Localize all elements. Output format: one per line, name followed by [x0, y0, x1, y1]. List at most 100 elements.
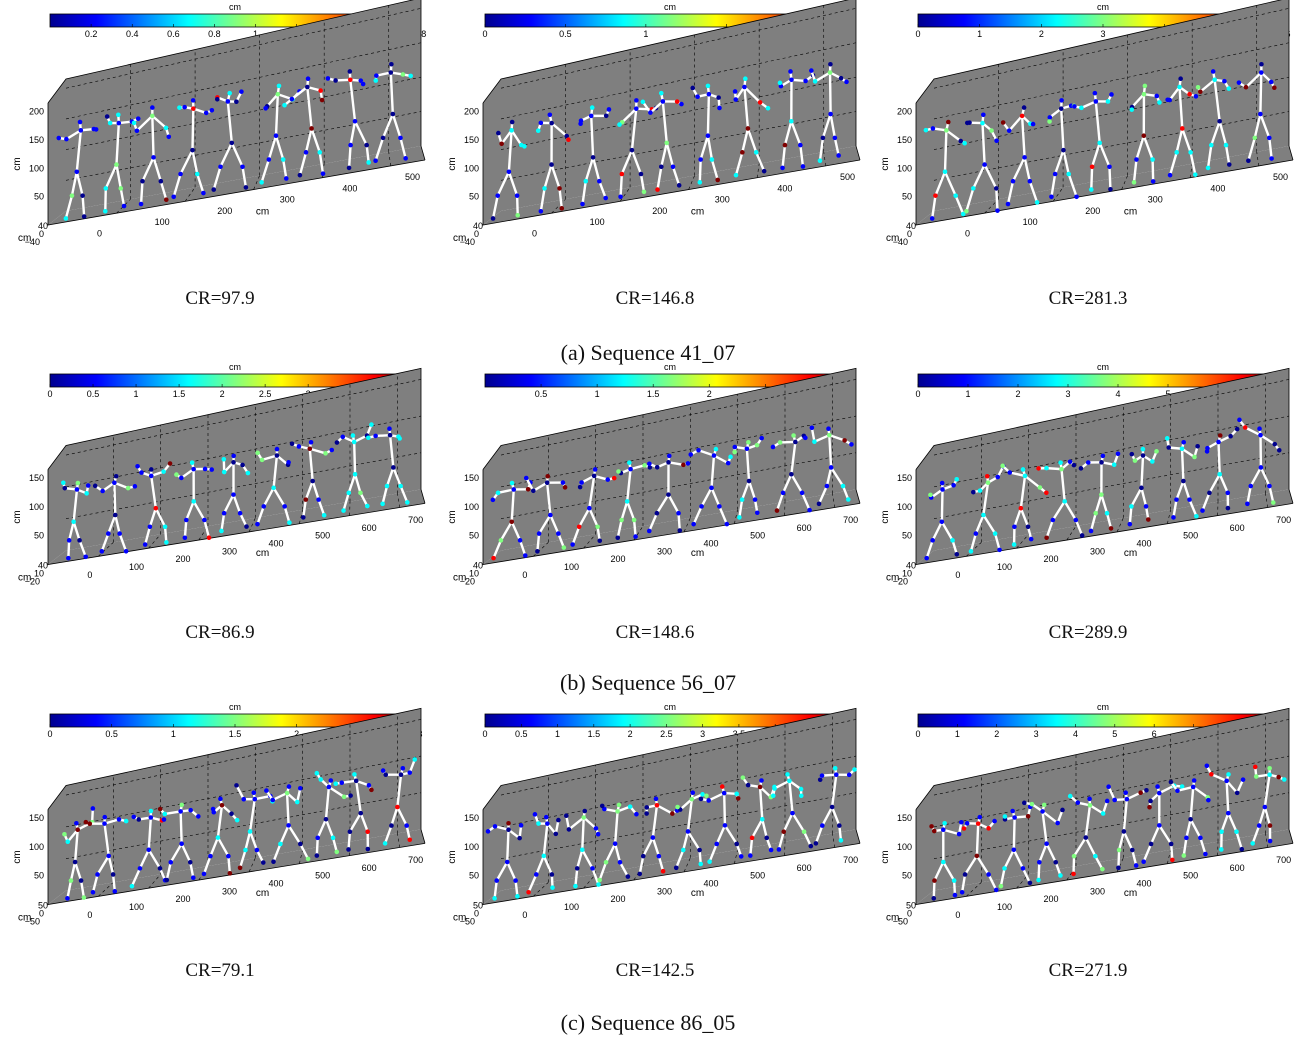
joint-marker: [56, 135, 62, 141]
bone: [1131, 848, 1138, 867]
bone: [1012, 848, 1025, 870]
joint-marker: [74, 169, 80, 175]
joint-marker: [218, 164, 223, 170]
joint-marker: [772, 786, 777, 791]
bone: [1072, 854, 1076, 876]
grid-line: [397, 833, 401, 848]
x-tick-label: 600: [797, 523, 812, 533]
floor: [916, 489, 1293, 565]
colorbar-unit-label: cm: [664, 2, 676, 12]
bone: [972, 163, 986, 190]
joint-marker: [1108, 186, 1113, 192]
floor: [48, 829, 425, 905]
joint-marker: [757, 784, 763, 790]
x-axis-label: cm: [1124, 207, 1137, 218]
joint-marker: [812, 439, 817, 445]
joint-marker: [929, 216, 935, 221]
joint-marker: [1223, 142, 1229, 148]
skeleton-plot: cm00.511.522.533.5450100150cm01002003004…: [12, 362, 426, 587]
joint-marker: [1150, 179, 1156, 184]
joint-marker: [1088, 187, 1094, 192]
joint-marker: [989, 128, 994, 133]
bone: [230, 141, 244, 168]
z-axis-label: cm: [447, 850, 458, 863]
joint-marker: [1281, 777, 1287, 782]
joint-marker: [517, 538, 523, 543]
joint-marker: [1132, 458, 1138, 463]
joint-marker: [754, 442, 760, 448]
joint-marker: [685, 461, 691, 466]
bone: [1176, 785, 1195, 792]
joint-marker: [647, 465, 653, 470]
joint-marker: [780, 165, 785, 171]
joint-marker: [836, 153, 841, 158]
joint-marker: [1058, 873, 1063, 878]
skeleton-figure: [314, 770, 353, 858]
bone: [1038, 842, 1048, 864]
joint-marker: [542, 186, 547, 191]
bone: [255, 848, 265, 864]
joint-marker: [506, 169, 512, 175]
joint-marker: [318, 88, 323, 93]
colorbar-tick-label: 1: [595, 389, 600, 399]
joint-marker: [114, 162, 119, 167]
joint-marker: [1262, 804, 1268, 810]
joint-marker: [1097, 140, 1102, 146]
skeleton-figure: [325, 69, 371, 171]
skeleton-figure: [1237, 417, 1282, 507]
x-tick-label: 0: [97, 228, 102, 238]
bone: [203, 518, 211, 539]
floor: [916, 146, 1293, 225]
joint-marker: [1156, 823, 1162, 828]
joint-marker: [66, 555, 71, 561]
bone: [138, 848, 150, 870]
grid-line: [1116, 517, 1124, 533]
joint-marker: [752, 497, 758, 502]
joint-marker: [1209, 771, 1214, 777]
joint-marker: [116, 817, 122, 822]
bone: [1094, 854, 1104, 871]
joint-marker: [107, 120, 113, 126]
joint-marker: [522, 553, 528, 558]
joint-marker: [698, 157, 703, 162]
bone: [581, 180, 587, 206]
bone: [931, 194, 937, 220]
joint-marker: [182, 535, 188, 541]
y-tick-label: −50: [460, 917, 475, 927]
bone: [577, 507, 591, 528]
bone: [712, 454, 730, 465]
colorbar-tick-label: 0: [915, 729, 920, 739]
bone: [1023, 156, 1032, 183]
skeleton-figure: [219, 453, 251, 534]
colorbar-tick-label: 5: [1165, 389, 1170, 399]
joint-marker: [695, 94, 700, 99]
x-tick-label: 100: [997, 562, 1012, 572]
joint-marker: [234, 817, 240, 823]
bone: [154, 507, 167, 528]
joint-marker: [308, 439, 314, 445]
bone: [620, 500, 629, 522]
x-tick-label: 500: [750, 871, 765, 881]
joint-marker: [84, 491, 89, 496]
bone: [130, 867, 142, 888]
joint-marker: [504, 859, 510, 865]
joint-marker: [619, 517, 624, 523]
bone: [100, 532, 110, 553]
bone: [192, 500, 206, 522]
bone: [290, 85, 309, 101]
joint-marker: [732, 444, 738, 450]
joint-marker: [1100, 866, 1105, 872]
bone: [163, 810, 182, 816]
grid-line: [388, 151, 392, 166]
joint-marker: [135, 116, 141, 121]
joint-marker: [1047, 115, 1053, 120]
skeleton-figure: [289, 439, 335, 520]
bone: [515, 194, 519, 217]
joint-marker: [717, 504, 722, 509]
joint-marker: [151, 155, 156, 160]
joint-marker: [134, 128, 140, 134]
skeleton-plot: cm0123456750100150cm01002003004005006007…: [880, 362, 1294, 587]
joint-marker: [1100, 811, 1106, 816]
joint-marker: [330, 835, 336, 841]
joint-marker: [106, 853, 112, 859]
